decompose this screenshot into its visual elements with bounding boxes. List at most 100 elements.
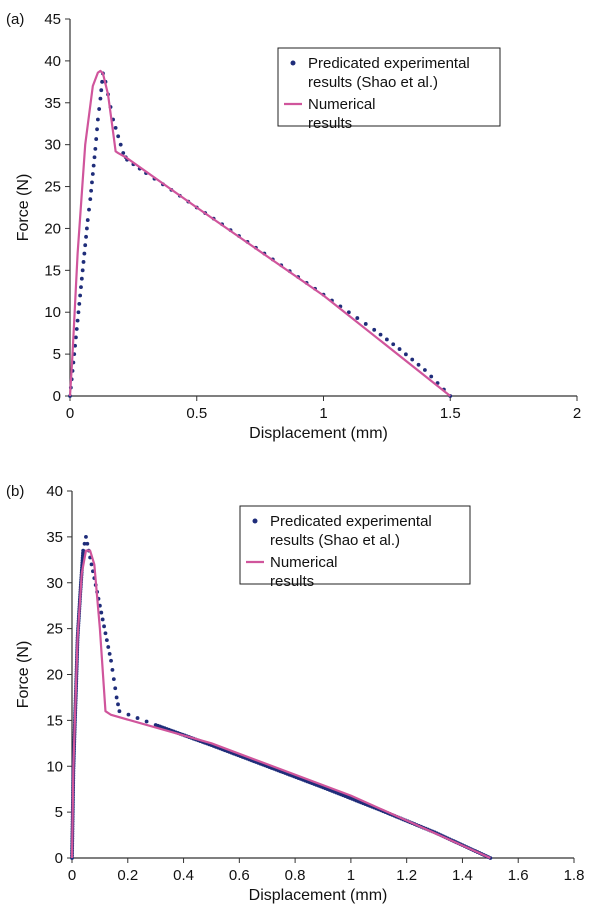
legend-box <box>277 47 501 127</box>
x-tick-label: 1.8 <box>564 867 585 884</box>
legend-label: results <box>308 115 352 132</box>
data-point <box>113 126 118 130</box>
data-point <box>84 534 88 539</box>
data-point <box>73 343 77 348</box>
data-point <box>100 617 105 622</box>
data-point <box>79 276 84 281</box>
data-point <box>117 709 122 714</box>
data-point <box>102 624 106 629</box>
y-tick-label: 0 <box>53 388 61 405</box>
data-point <box>92 155 97 160</box>
y-tick-label: 5 <box>55 804 63 821</box>
legend-label: Predicated experimental <box>308 55 470 72</box>
data-point <box>100 79 105 84</box>
data-point <box>85 226 89 231</box>
data-point <box>416 362 421 367</box>
data-point <box>391 342 396 347</box>
x-tick-label: 0.2 <box>117 867 138 884</box>
x-tick-label: 0 <box>68 867 76 884</box>
y-tick-label: 20 <box>44 220 61 237</box>
y-tick-label: 10 <box>46 758 63 775</box>
data-point <box>110 668 115 672</box>
y-tick-label: 15 <box>46 712 63 729</box>
data-point <box>99 610 104 615</box>
legend-dot-swatch <box>252 518 258 524</box>
data-point <box>98 96 103 101</box>
data-point <box>79 285 83 289</box>
data-point <box>85 218 90 222</box>
data-point <box>99 88 104 93</box>
y-tick-label: 25 <box>44 179 61 196</box>
x-tick-label: 1.2 <box>396 867 417 884</box>
legend: Predicated experimental results (Shao et … <box>277 47 501 132</box>
x-tick-label: 0.5 <box>186 405 207 422</box>
data-point <box>75 318 80 323</box>
data-point <box>76 310 81 315</box>
data-point <box>85 541 90 546</box>
data-point <box>378 332 383 337</box>
data-point <box>106 645 111 649</box>
x-tick-label: 0.8 <box>285 867 306 884</box>
data-point <box>126 712 131 717</box>
panel-label: (b) <box>6 483 24 500</box>
y-tick-label: 25 <box>46 621 63 638</box>
data-point <box>113 686 118 691</box>
data-point <box>109 658 113 663</box>
y-tick-label: 15 <box>44 262 61 279</box>
y-tick-label: 35 <box>46 529 63 546</box>
x-tick-label: 0 <box>66 405 74 422</box>
x-tick-label: 1.5 <box>440 405 461 422</box>
data-point <box>384 337 389 342</box>
data-point <box>84 234 88 239</box>
legend-label: results (Shao et al.) <box>308 74 438 91</box>
data-point <box>97 107 102 111</box>
y-tick-label: 30 <box>44 137 61 154</box>
y-tick-label: 45 <box>44 11 61 28</box>
y-tick-label: 30 <box>46 575 63 592</box>
data-point <box>410 357 415 362</box>
data-point <box>90 180 94 185</box>
series-numerical-line <box>68 69 451 397</box>
y-tick-label: 5 <box>53 346 61 363</box>
y-tick-label: 20 <box>46 667 63 684</box>
data-point <box>423 368 427 372</box>
data-point <box>116 134 121 139</box>
data-point <box>82 251 87 256</box>
data-point <box>397 347 402 351</box>
data-point <box>144 719 149 724</box>
legend-label: Numerical <box>270 554 338 571</box>
y-tick-label: 0 <box>55 850 63 867</box>
x-tick-label: 2 <box>573 405 581 422</box>
data-point <box>107 651 112 656</box>
y-axis-title: Force (N) <box>15 174 32 242</box>
data-point <box>82 541 87 546</box>
data-point <box>89 562 94 567</box>
y-tick-label: 35 <box>44 95 61 112</box>
data-point <box>346 310 351 315</box>
x-tick-label: 1 <box>319 405 327 422</box>
chart-panel-b: 0 5 10 15 20 25 30 35 40 0 0.2 0.4 0.6 0.8 1 1.2 1.4 1.6 1… <box>6 483 584 904</box>
data-point <box>90 172 95 176</box>
legend-box <box>239 505 471 585</box>
data-point <box>95 127 99 132</box>
data-point <box>363 322 368 326</box>
legend-label: Predicated experimental <box>270 513 432 530</box>
data-point <box>74 327 79 331</box>
y-tick-label: 40 <box>44 53 61 70</box>
data-point <box>111 677 116 681</box>
data-point <box>77 301 82 306</box>
data-point <box>121 151 126 155</box>
x-axis-title: Displacement (mm) <box>249 425 388 442</box>
data-point <box>74 335 78 340</box>
x-tick-label: 0.4 <box>173 867 194 884</box>
data-point <box>103 631 108 636</box>
data-point <box>114 695 119 700</box>
data-point <box>95 117 100 122</box>
data-point <box>80 268 85 273</box>
data-point <box>429 374 434 379</box>
y-tick-label: 10 <box>44 304 61 321</box>
data-point <box>91 163 96 168</box>
data-point <box>88 197 93 202</box>
